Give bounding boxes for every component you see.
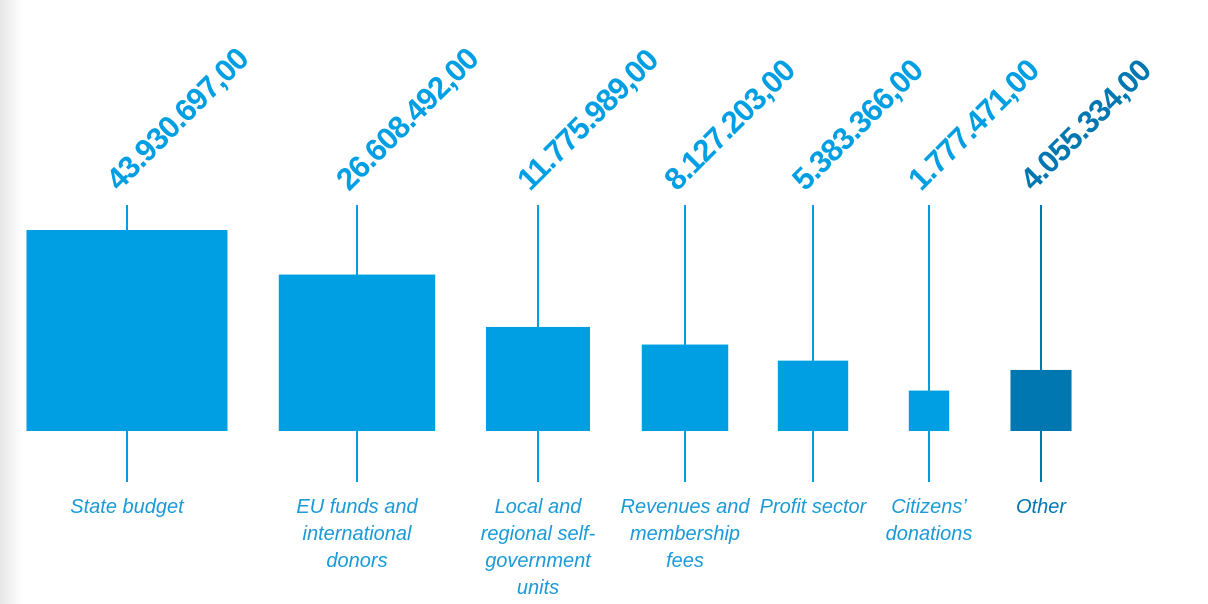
square [1010, 369, 1072, 431]
square [485, 326, 591, 431]
value-label: 11.775.989,00 [510, 42, 665, 197]
category-label: EU funds and international donors [296, 496, 418, 572]
square [641, 344, 729, 431]
category-label: Other [1015, 496, 1067, 518]
square [777, 360, 849, 431]
side-strip [0, 0, 22, 604]
category-label: Profit sector [759, 496, 867, 518]
square [26, 230, 228, 431]
value-label: 43.930.697,00 [99, 41, 255, 197]
category-label: Revenues and membership fees [620, 496, 750, 572]
category-label: Local and regional self-government units [480, 496, 596, 599]
category-label: State budget [70, 496, 184, 518]
square [278, 274, 436, 431]
value-label: 8.127.203,00 [657, 53, 801, 197]
value-label: 26.608.492,00 [329, 41, 485, 197]
category-label: Citizens’ donations [885, 496, 973, 545]
square [908, 390, 950, 431]
